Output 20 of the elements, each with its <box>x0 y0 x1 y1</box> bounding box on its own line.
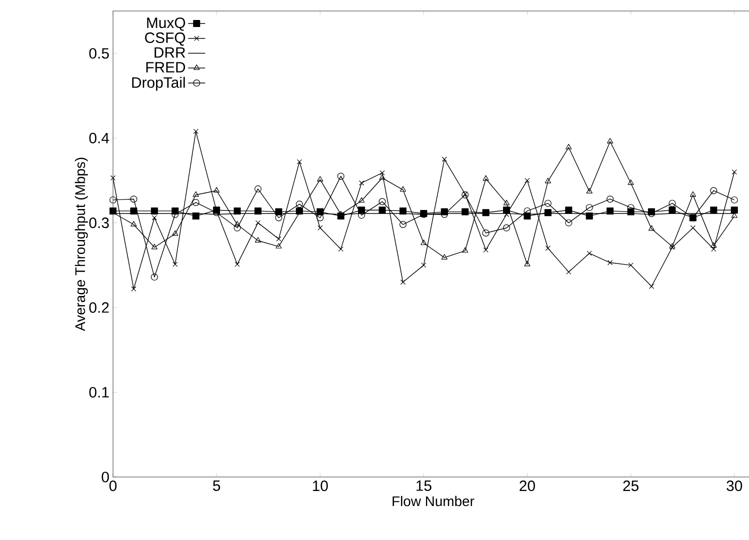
x-tick-label: 20 <box>520 480 535 492</box>
legend-label: CSFQ <box>145 32 186 46</box>
x-tick-label: 30 <box>726 480 742 492</box>
x-tick-label: 15 <box>416 480 432 491</box>
y-tick-label: 0.4 <box>89 132 110 144</box>
y-tick-label: 0.2 <box>89 302 109 313</box>
legend-label: MuxQ <box>147 18 186 31</box>
legend-label: FRED <box>146 62 186 72</box>
x-tick-label: 10 <box>312 480 328 492</box>
x-tick-label: 0 <box>109 480 117 492</box>
x-tick-label: 5 <box>213 480 220 491</box>
x-tick-label: 25 <box>623 480 638 492</box>
y-tick-label: 0.3 <box>89 218 109 228</box>
y-tick-label: 0 <box>102 472 109 482</box>
legend-label: DRR <box>154 47 186 58</box>
x-axis-title: Flow Number <box>392 496 474 506</box>
y-axis-title: Average Throughput (Mbps) <box>74 158 88 332</box>
y-tick-label: 0.1 <box>89 386 109 398</box>
y-tick-label: 0.5 <box>89 48 109 59</box>
legend-label: DropTail <box>132 76 185 91</box>
